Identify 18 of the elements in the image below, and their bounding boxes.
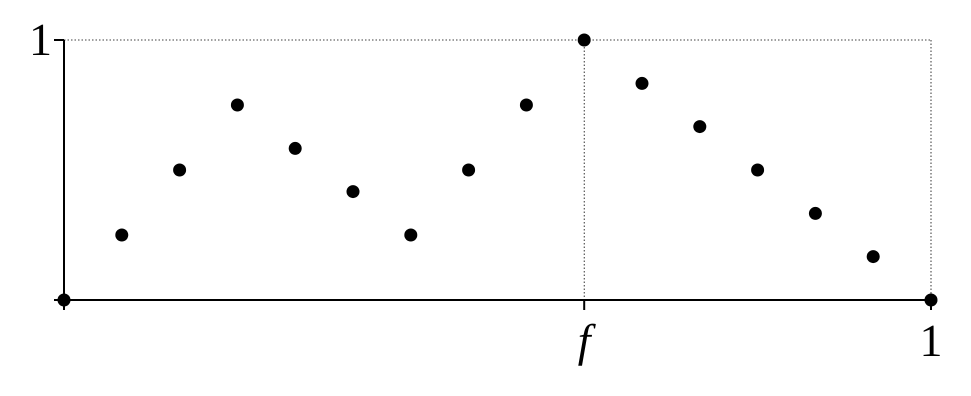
point xyxy=(924,294,938,306)
point xyxy=(751,164,764,176)
point xyxy=(693,120,706,134)
point xyxy=(866,250,880,264)
point xyxy=(288,142,302,155)
point xyxy=(462,164,476,176)
point xyxy=(636,76,648,90)
point xyxy=(115,228,128,242)
point xyxy=(578,34,591,46)
point xyxy=(346,185,360,198)
text: 1 xyxy=(28,13,52,67)
point xyxy=(808,206,822,220)
point xyxy=(58,294,70,306)
point xyxy=(173,164,186,176)
point xyxy=(404,228,418,242)
x-tick-label: f xyxy=(578,315,597,366)
point xyxy=(520,98,533,112)
point xyxy=(230,98,244,112)
